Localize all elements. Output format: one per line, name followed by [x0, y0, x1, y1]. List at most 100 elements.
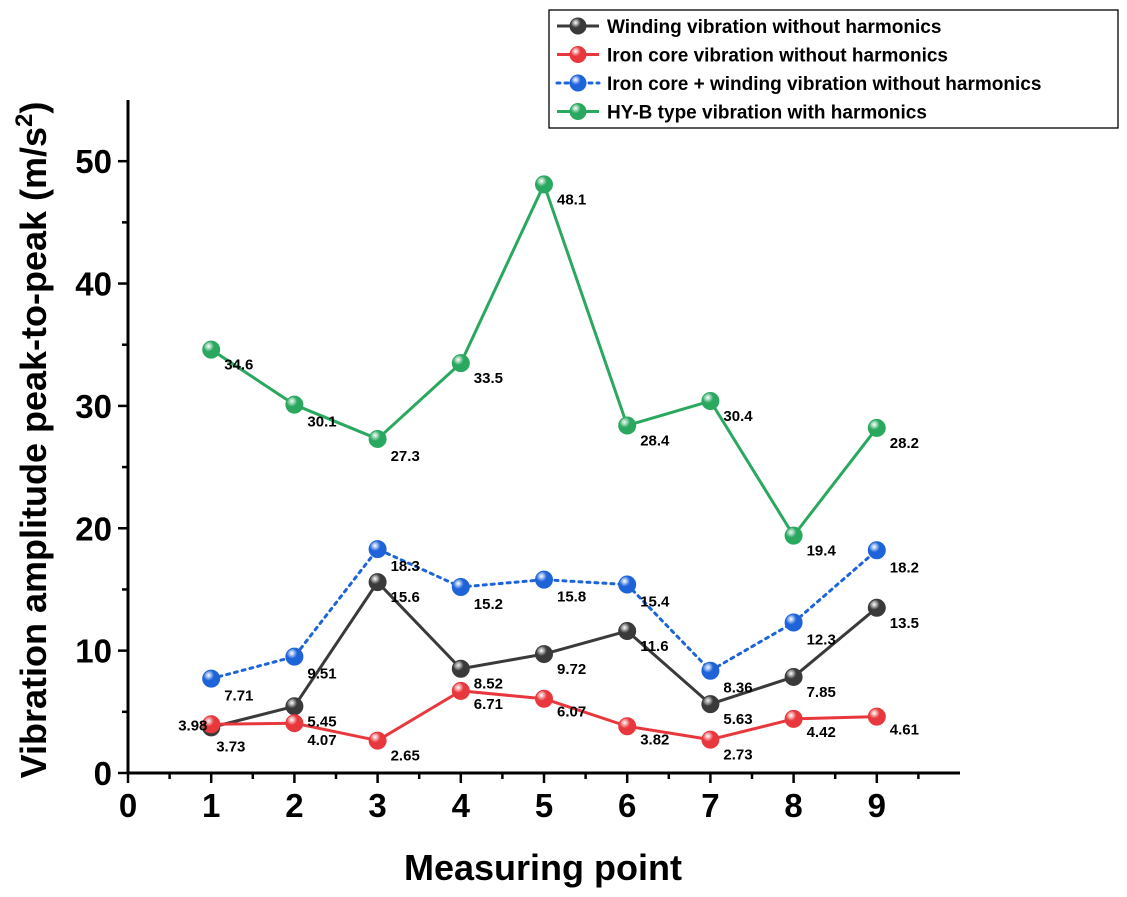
series-1-point: [784, 667, 803, 686]
series-2-point: [535, 689, 553, 708]
series-layer: [202, 175, 886, 750]
data-label: 7.85: [807, 684, 836, 701]
series-4-point: [368, 429, 387, 448]
x-axis-title: Measuring point: [404, 847, 682, 888]
data-label: 6.71: [474, 696, 503, 713]
x-tick-label: 2: [285, 787, 303, 824]
series-1-point: [451, 659, 470, 678]
y-tick-label: 10: [75, 633, 112, 670]
series-2-point: [784, 709, 803, 728]
series-1-point: [701, 695, 720, 714]
x-tick-label: 3: [368, 787, 386, 824]
x-tick-label: 0: [119, 787, 137, 824]
legend-marker: [569, 74, 587, 92]
series-3-point: [784, 613, 803, 632]
series-line-4: [210, 182, 878, 538]
data-label: 2.65: [391, 748, 420, 765]
data-label: 30.1: [307, 414, 336, 431]
legend-marker: [569, 103, 587, 120]
series-2-point: [618, 717, 637, 736]
y-axis-title-close: ): [13, 102, 54, 114]
legend-marker: [569, 17, 587, 35]
data-label: 6.07: [557, 704, 586, 721]
series-2-point: [451, 681, 470, 700]
series-4-point: [285, 395, 304, 414]
y-tick-label: 40: [75, 266, 112, 303]
series-3-point: [202, 669, 221, 688]
data-label: 34.6: [224, 357, 253, 374]
series-line-3: [209, 547, 879, 681]
series-1-point: [535, 645, 553, 664]
data-label: 12.3: [807, 631, 836, 648]
y-tick-label: 50: [75, 143, 112, 180]
data-label: 15.8: [557, 589, 586, 606]
y-tick-label: 30: [75, 388, 112, 425]
data-label: 19.4: [807, 543, 837, 560]
series-4-point: [701, 392, 720, 411]
series-2-point: [701, 730, 720, 749]
legend-label: Iron core vibration without harmonics: [607, 46, 948, 67]
x-tick-label: 9: [868, 787, 886, 824]
series-4-point: [535, 175, 553, 194]
y-axis-title-main: Vibration amplitude peak-to-peak (m/s: [13, 127, 54, 778]
data-label: 15.6: [391, 589, 420, 606]
data-label: 33.5: [474, 370, 503, 387]
series-1-point: [368, 573, 387, 592]
legend-label: HY-B type vibration with harmonics: [607, 103, 927, 124]
data-label: 30.4: [723, 408, 753, 425]
y-tick-label: 20: [75, 510, 112, 547]
data-label: 5.63: [723, 711, 752, 728]
data-label: 3.82: [640, 731, 669, 748]
data-labels: 3.73 5.45 15.6 8.52 9.72 11.6 5.63 7.85 13.5 3.98…: [178, 191, 919, 764]
x-tick-label: 4: [452, 787, 471, 824]
series-4-point: [618, 416, 637, 435]
series-4-point: [784, 526, 803, 545]
data-label: 5.45: [307, 713, 336, 730]
series-4-point: [202, 340, 221, 359]
x-tick-label: 1: [202, 787, 220, 824]
axes: 0 1 2 3 4 5 6 7 8 9 0 10 20 30 40 50: [75, 100, 960, 824]
data-label: 18.2: [890, 559, 919, 576]
series-4-point: [451, 354, 470, 373]
data-label: 28.2: [890, 435, 919, 452]
series-3-point: [285, 647, 304, 666]
series-3-point: [535, 570, 553, 589]
data-label: 18.3: [391, 558, 420, 575]
data-label: 9.72: [557, 661, 586, 678]
series-3-point: [618, 575, 637, 594]
legend: Winding vibration without harmonics Iron …: [548, 9, 1119, 129]
data-label: 8.52: [474, 676, 503, 693]
data-label: 4.61: [890, 722, 919, 739]
series-3-point: [867, 541, 886, 560]
legend-marker: [569, 46, 587, 63]
data-label: 4.07: [307, 732, 336, 749]
series-2-point: [867, 707, 886, 726]
series-3-point: [701, 661, 720, 680]
data-label: 27.3: [391, 448, 420, 465]
series-2-point: [368, 731, 387, 750]
series-2-point: [285, 714, 304, 733]
y-axis-title-superscript: 2: [11, 114, 38, 127]
data-label: 48.1: [557, 191, 586, 208]
series-1-point: [285, 697, 304, 716]
series-1-point: [618, 622, 637, 641]
legend-box: [548, 9, 1119, 129]
data-label: 7.71: [224, 688, 253, 705]
y-tick-label: 0: [94, 755, 112, 792]
data-label: 11.6: [640, 638, 668, 655]
series-1-point: [867, 598, 886, 617]
data-label: 8.36: [723, 680, 752, 697]
legend-label: Winding vibration without harmonics: [607, 17, 941, 38]
data-label: 13.5: [890, 615, 919, 632]
data-label: 4.42: [807, 724, 836, 741]
data-label: 28.4: [640, 432, 670, 449]
y-axis-title: Vibration amplitude peak-to-peak (m/s2): [11, 102, 54, 779]
series-4-point: [867, 418, 886, 437]
data-label: 9.51: [307, 666, 336, 683]
x-tick-label: 6: [618, 787, 636, 824]
x-tick-label: 7: [701, 787, 719, 824]
data-label: 15.4: [640, 594, 670, 611]
data-label: 15.2: [474, 596, 503, 613]
legend-label: Iron core + winding vibration without ha…: [607, 74, 1041, 95]
